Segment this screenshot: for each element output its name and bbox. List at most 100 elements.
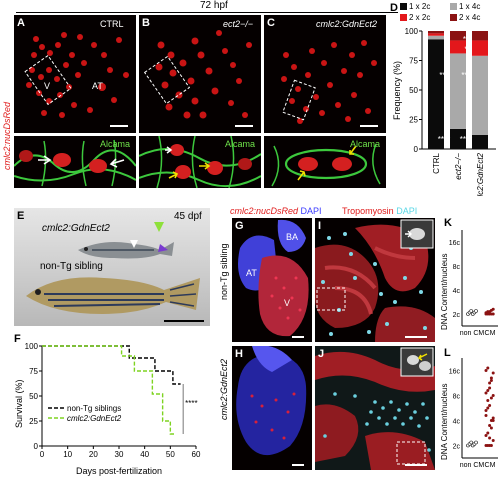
panel-j-scale-bar [405, 464, 427, 466]
legend-swatch-1x2c [400, 3, 407, 10]
chart-k-dot-noncm [474, 309, 478, 313]
d-bar-0-2 [472, 134, 488, 149]
panel-g-scale-bar [292, 336, 304, 338]
ij-header: Tropomyosin DAPI [342, 206, 417, 216]
d-bar-0-1 [450, 128, 466, 149]
top-title-bar [16, 12, 398, 13]
gh-header: cmlc2:nucDsRed DAPI [230, 206, 322, 216]
panel-g-image: G BA AT V [232, 218, 312, 342]
d-x-label: cmlc2:GdnEct2 [476, 152, 485, 196]
chart-l-dot-cm [486, 406, 490, 410]
ij-header-a: Tropomyosin [342, 206, 394, 216]
panel-c-letter: C [267, 17, 275, 29]
gh-header-a: cmlc2:nucDsRed [230, 206, 299, 216]
panel-a-zoom-image [14, 139, 136, 187]
f-y-tick-label: 75 [29, 367, 38, 376]
chart-l-dot-cm [484, 391, 488, 395]
d-x-label: ect2−/− [454, 153, 463, 180]
panel-e-age: 45 dpf [174, 211, 202, 222]
legend-label-1x2c: 1 x 2c [409, 2, 431, 11]
panel-f-letter: F [14, 333, 21, 345]
d-bar-0-0 [428, 39, 444, 149]
f-x-tick-label: 20 [89, 450, 98, 459]
panel-c-main: C cmlc2:GdnEct2 [264, 15, 386, 133]
panel-a-stain-label: Alcama [100, 139, 131, 149]
legend-swatch-1x4c [450, 3, 457, 10]
legend-swatch-2x2c [400, 14, 407, 21]
legend-swatch-2x4c [450, 14, 457, 21]
chart-k-dot-cm [491, 307, 495, 311]
chart-l-x-label: non CM [460, 462, 485, 469]
chart-l-y-tick-label: 4c [453, 419, 461, 426]
chart-l-dot-cm [484, 409, 488, 412]
panel-a-zoom: Alcama [14, 136, 136, 188]
panel-i-section-image [315, 219, 435, 342]
d-significance: *** [439, 71, 448, 80]
chart-k-x-label: non CM [460, 330, 485, 337]
d-y-tick-label: 50 [409, 86, 418, 95]
panel-c-nuclei-image [281, 40, 377, 124]
d-y-tick-label: 25 [409, 116, 418, 125]
d-bar-2-1 [450, 40, 466, 54]
panel-e-fish-image [14, 208, 210, 326]
chart-k-dot-noncm [469, 309, 474, 313]
panel-l-chart: 2c 4c 8c 16c non CM CM [449, 358, 498, 469]
chart-l-dot-cm [489, 426, 493, 430]
panel-e-scale-bar [164, 320, 204, 322]
top-title-72hpf: 72 hpf [200, 0, 228, 11]
panel-e-tg-label: cmlc2:GdnEct2 [42, 223, 110, 234]
f-x-tick-label: 40 [140, 450, 149, 459]
d-significance: ** [463, 35, 469, 44]
d-bar-1-1 [450, 53, 466, 129]
panel-h-scale-bar [292, 464, 304, 466]
chart-l-dot-cm [484, 434, 488, 437]
panel-b-zoom: Alcama [139, 136, 261, 188]
f-x-tick-label: 10 [63, 450, 72, 459]
legend-label-2x4c: 2 x 4c [459, 13, 481, 22]
f-y-tick-label: 100 [25, 342, 39, 351]
d-significance: **** [460, 135, 472, 144]
panel-c-zoom-image [271, 143, 381, 187]
panel-b-letter: B [142, 17, 150, 29]
chart-k-dot-cm [491, 312, 495, 316]
chart-l-dot-cm [488, 424, 492, 427]
f-sig-label: **** [185, 399, 197, 408]
chart-l-dot-cm [484, 414, 488, 417]
panel-b-main: B ect2−/− [139, 15, 261, 133]
panel-c-zoom: Alcama [264, 136, 386, 188]
chart-l-y-tick-label: 8c [453, 394, 461, 401]
chart-l-dot-cm [488, 381, 492, 385]
ij-header-b: DAPI [396, 206, 418, 216]
panel-k-chart: 2c 4c 8c 16c non CM CM [449, 230, 498, 337]
panel-e-photo: E cmlc2:GdnEct2 45 dpf non-Tg sibling [14, 208, 210, 326]
panel-g-atrium-label: AT [246, 268, 257, 278]
panel-d-letter: D [390, 2, 398, 14]
f-legend-label-0: non-Tg siblings [67, 404, 121, 413]
panel-g-bulbus-label: BA [286, 232, 299, 242]
panel-i-letter: I [318, 220, 322, 232]
chart-k-y-tick-label: 4c [453, 288, 461, 295]
panel-e-sib-label: non-Tg sibling [40, 261, 103, 272]
d-significance: **** [438, 135, 450, 144]
legend-label-1x4c: 1 x 4c [459, 2, 481, 11]
panel-g-ventricle-label: V [284, 298, 291, 308]
panel-a-main: A CTRL V AT [14, 15, 136, 133]
f-legend-label-1: cmlc2:GdnEct2 [67, 414, 122, 423]
chart-l-y-tick-label: 16c [449, 369, 461, 376]
chart-k-y-tick-label: 8c [453, 264, 461, 271]
f-y-tick-label: 0 [34, 442, 39, 451]
panel-g-letter: G [235, 220, 244, 232]
panel-c-condition: cmlc2:GdnEct2 [316, 19, 378, 29]
panel-b-nuclei-image [143, 30, 252, 119]
d-significance: * [464, 45, 467, 54]
chart-l-dot-cm [486, 389, 490, 392]
left-vertical-label: cmlc2:nucDsRed [2, 101, 12, 170]
d-y-tick-label: 75 [409, 57, 418, 66]
chart-l-dot-cm [489, 396, 493, 400]
d-bar-3-2 [472, 31, 488, 41]
d-bar-1-2 [472, 55, 488, 135]
panel-g-heart-image [238, 219, 309, 337]
panel-e-letter: E [17, 210, 25, 222]
d-bar-1-0 [428, 35, 444, 40]
